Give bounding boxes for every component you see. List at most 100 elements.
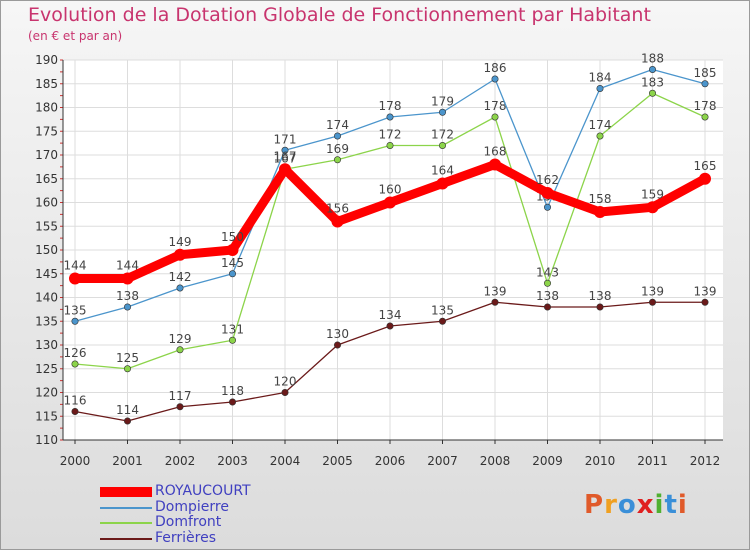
data-point <box>436 177 449 190</box>
data-point <box>281 388 289 396</box>
data-label: 120 <box>274 375 297 389</box>
chart-subtitle: (en € et par an) <box>28 29 123 43</box>
data-label: 134 <box>379 308 402 322</box>
data-label: 167 <box>274 151 297 165</box>
data-point <box>176 346 184 354</box>
y-tick-label: 110 <box>35 433 58 447</box>
data-label: 138 <box>589 289 612 303</box>
data-label: 118 <box>221 384 244 398</box>
legend-label: ROYAUCOURT <box>155 483 251 499</box>
x-tick-label: 2005 <box>322 454 353 468</box>
data-label: 139 <box>484 284 507 298</box>
y-tick-label: 125 <box>35 362 58 376</box>
x-tick-label: 2006 <box>375 454 406 468</box>
y-tick-label: 115 <box>35 409 58 423</box>
data-point <box>121 272 134 285</box>
x-tick-label: 2007 <box>427 454 458 468</box>
data-label: 144 <box>116 259 139 273</box>
data-label: 179 <box>431 94 454 108</box>
data-label: 188 <box>641 52 664 66</box>
data-label: 159 <box>641 187 664 201</box>
data-point <box>648 66 656 74</box>
data-label: 178 <box>694 99 717 113</box>
data-label: 169 <box>326 142 349 156</box>
x-tick-label: 2010 <box>585 454 616 468</box>
data-label: 185 <box>694 66 717 80</box>
x-tick-label: 2012 <box>690 454 721 468</box>
y-tick-label: 120 <box>35 386 58 400</box>
data-point <box>279 163 291 176</box>
data-point <box>229 336 237 344</box>
data-label: 138 <box>116 289 139 303</box>
data-label: 172 <box>431 128 454 142</box>
proxiti-logo: Proxiti <box>584 490 688 520</box>
data-label: 116 <box>64 394 87 408</box>
logo-letter: i <box>654 490 665 520</box>
data-label: 135 <box>64 303 87 317</box>
data-point <box>701 80 709 88</box>
data-point <box>543 203 551 211</box>
data-label: 139 <box>641 284 664 298</box>
data-label: 174 <box>326 118 349 132</box>
data-label: 149 <box>169 235 192 249</box>
data-label: 168 <box>484 145 507 159</box>
data-point <box>176 284 184 292</box>
data-point <box>489 158 501 171</box>
data-point <box>386 113 394 121</box>
y-tick-label: 170 <box>35 148 58 162</box>
data-label: 186 <box>484 61 507 75</box>
data-point <box>438 108 446 116</box>
data-point <box>594 206 606 218</box>
chart-title: Evolution de la Dotation Globale de Fonc… <box>28 4 651 26</box>
data-point <box>174 248 186 261</box>
y-tick-label: 165 <box>35 172 58 186</box>
data-point <box>124 417 132 425</box>
logo-letter: r <box>604 490 618 520</box>
data-point <box>648 298 656 306</box>
data-point <box>701 298 709 306</box>
data-label: 178 <box>484 99 507 113</box>
data-label: 126 <box>64 346 87 360</box>
legend-swatch <box>100 537 152 540</box>
data-point <box>71 317 79 325</box>
data-point <box>124 303 132 311</box>
y-tick-label: 140 <box>35 291 58 305</box>
x-tick-label: 2002 <box>165 454 196 468</box>
x-tick-label: 2008 <box>480 454 511 468</box>
logo-letter: t <box>664 490 678 520</box>
logo-letter: i <box>677 490 688 520</box>
data-label: 162 <box>536 173 559 187</box>
data-point <box>229 270 237 278</box>
data-label: 167 <box>274 149 297 163</box>
data-label: 131 <box>221 322 244 336</box>
x-tick-label: 2001 <box>112 454 143 468</box>
logo-letter: P <box>584 490 605 520</box>
legend-label: Dompierre <box>155 498 229 515</box>
data-label: 143 <box>536 265 559 279</box>
data-label: 178 <box>379 99 402 113</box>
x-tick-label: 2000 <box>60 454 91 468</box>
data-point <box>596 85 604 93</box>
y-tick-label: 145 <box>35 267 58 281</box>
x-tick-label: 2004 <box>270 454 301 468</box>
data-point <box>333 132 341 140</box>
data-point <box>71 360 79 368</box>
y-tick-label: 185 <box>35 77 58 91</box>
data-point <box>491 298 499 306</box>
data-label: 139 <box>694 284 717 298</box>
y-tick-label: 190 <box>35 53 58 67</box>
data-point <box>384 196 396 209</box>
data-label: 171 <box>274 132 297 146</box>
y-tick-label: 175 <box>35 124 58 138</box>
data-point <box>281 146 289 154</box>
data-label: 125 <box>116 351 139 365</box>
data-point <box>229 398 237 406</box>
data-point <box>333 341 341 349</box>
legend-swatch <box>100 506 152 509</box>
y-tick-label: 150 <box>35 243 58 257</box>
data-point <box>543 303 551 311</box>
legend-label: Domfront <box>155 514 222 530</box>
logo-letter: x <box>636 490 655 520</box>
y-tick-label: 180 <box>35 101 58 115</box>
